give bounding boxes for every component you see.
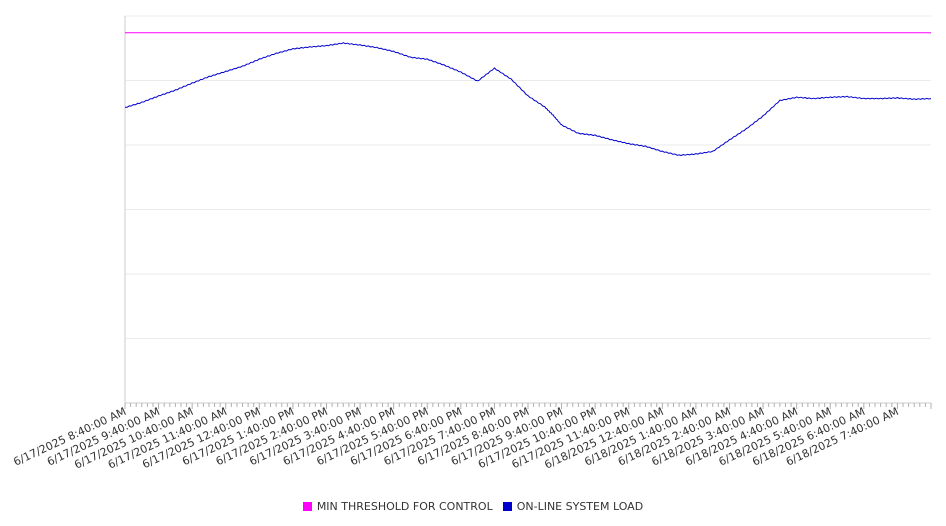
- x-tick-labels: 6/17/2025 8:40:00 AM6/17/2025 9:40:00 AM…: [11, 405, 900, 472]
- legend-item[interactable]: MIN THRESHOLD FOR CONTROL: [302, 499, 493, 513]
- gridlines: [125, 15, 931, 404]
- legend-swatch: [302, 501, 312, 511]
- legend-swatch: [502, 501, 512, 511]
- legend-label: MIN THRESHOLD FOR CONTROL: [316, 499, 493, 513]
- legend-label: ON-LINE SYSTEM LOAD: [516, 499, 644, 513]
- x-minor-ticks: [124, 403, 932, 409]
- legend-item[interactable]: ON-LINE SYSTEM LOAD: [502, 499, 644, 513]
- series-layer: [124, 32, 932, 156]
- legend: MIN THRESHOLD FOR CONTROL ON-LINE SYSTEM …: [0, 499, 946, 513]
- series-line-1: [124, 42, 932, 156]
